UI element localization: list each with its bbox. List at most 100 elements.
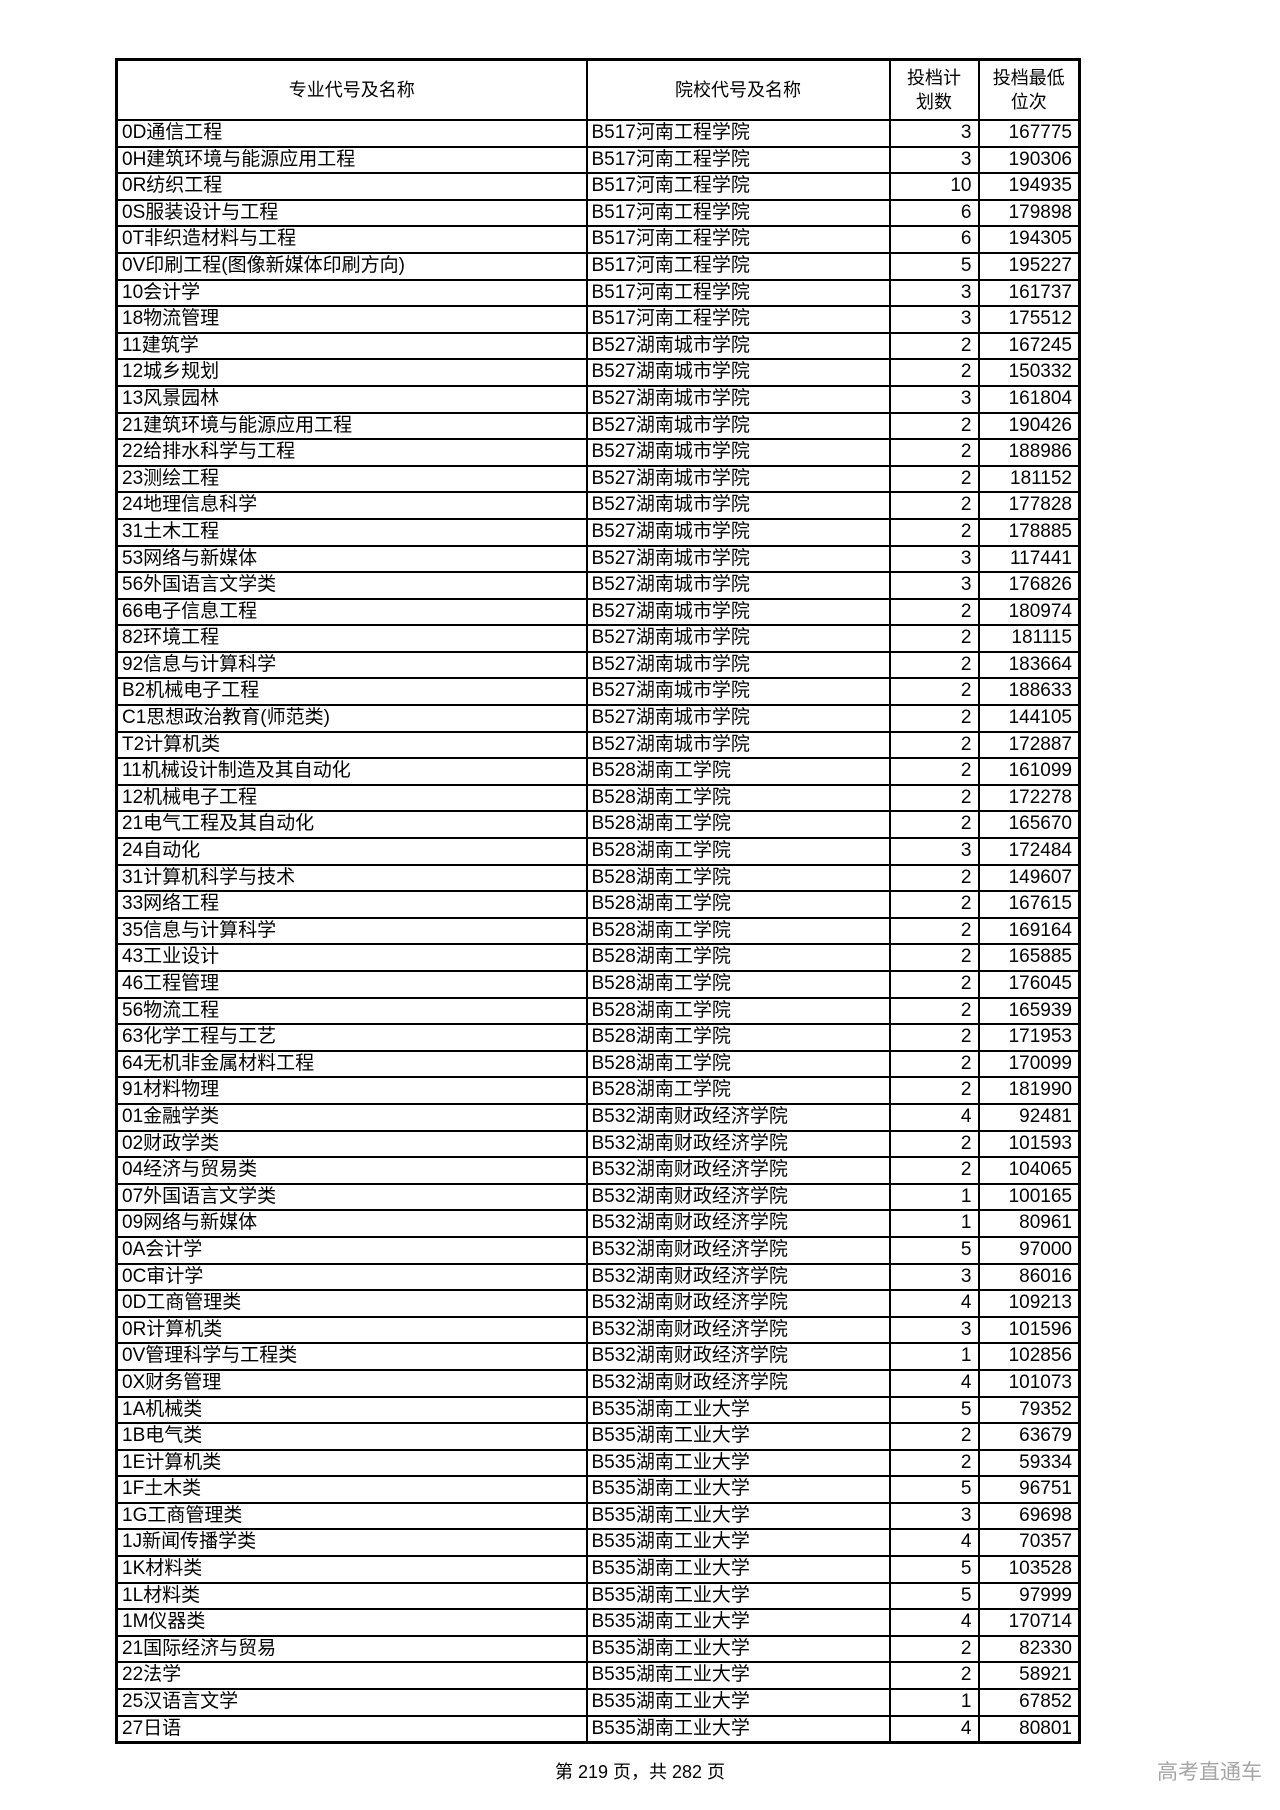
plan-count-cell: 2	[888, 464, 980, 494]
table-row: 01金融学类 B532湖南财政经济学院 4 92481	[115, 1102, 1081, 1132]
min-rank-cell: 183664	[977, 650, 1081, 680]
college-cell: B527湖南城市学院	[585, 517, 891, 547]
table-row: 66电子信息工程 B527湖南城市学院 2 180974	[115, 597, 1081, 627]
table-row: 27日语 B535湖南工业大学 4 80801	[115, 1714, 1081, 1744]
major-cell: 22给排水科学与工程	[115, 438, 588, 467]
min-rank-cell: 188633	[977, 677, 1081, 707]
plan-count-cell: 2	[888, 411, 980, 441]
college-cell: B535湖南工业大学	[585, 1475, 891, 1504]
major-cell: B2机械电子工程	[115, 677, 588, 707]
major-cell: 27日语	[115, 1714, 588, 1744]
college-cell: B532湖南财政经济学院	[585, 1315, 891, 1345]
college-cell: B528湖南工学院	[585, 996, 891, 1026]
major-cell: T2计算机类	[115, 730, 588, 760]
major-cell: 1G工商管理类	[115, 1501, 588, 1531]
min-rank-cell: 170714	[977, 1608, 1081, 1637]
plan-count-cell: 3	[888, 1501, 980, 1531]
table-row: 23测绘工程 B527湖南城市学院 2 181152	[115, 464, 1081, 494]
table-row: 1L材料类 B535湖南工业大学 5 97999	[115, 1581, 1081, 1611]
min-rank-cell: 63679	[977, 1422, 1081, 1451]
college-cell: B517河南工程学院	[585, 172, 891, 201]
plan-count-cell: 2	[888, 677, 980, 707]
major-cell: 01金融学类	[115, 1102, 588, 1132]
table-row: 12城乡规划 B527湖南城市学院 2 150332	[115, 358, 1081, 387]
plan-count-cell: 2	[888, 358, 980, 387]
plan-count-cell: 1	[888, 1209, 980, 1238]
header-plan-line1: 投档计	[907, 68, 961, 88]
header-major-label: 专业代号及名称	[288, 80, 415, 100]
plan-count-cell: 2	[888, 970, 980, 999]
major-cell: 64无机非金属材料工程	[115, 1049, 588, 1079]
major-cell: 56外国语言文学类	[115, 571, 588, 600]
plan-count-cell: 2	[888, 331, 980, 361]
major-cell: 18物流管理	[115, 305, 588, 334]
table-row: T2计算机类 B527湖南城市学院 2 172887	[115, 730, 1081, 760]
plan-count-cell: 2	[888, 783, 980, 813]
min-rank-cell: 100165	[977, 1182, 1081, 1212]
college-cell: B517河南工程学院	[585, 305, 891, 334]
college-cell: B535湖南工业大学	[585, 1395, 891, 1425]
college-cell: B528湖南工学院	[585, 757, 891, 786]
college-cell: B527湖南城市学院	[585, 650, 891, 680]
plan-count-cell: 3	[888, 384, 980, 414]
plan-count-cell: 3	[888, 837, 980, 866]
major-cell: 0R纺织工程	[115, 172, 588, 201]
header-plan-line2: 划数	[916, 92, 952, 112]
plan-count-cell: 2	[888, 810, 980, 840]
major-cell: 02财政学类	[115, 1129, 588, 1159]
table-row: 09网络与新媒体 B532湖南财政经济学院 1 80961	[115, 1209, 1081, 1238]
min-rank-cell: 101596	[977, 1315, 1081, 1345]
plan-count-cell: 4	[888, 1289, 980, 1318]
table-row: 10会计学 B517河南工程学院 3 161737	[115, 278, 1081, 308]
table-header-row: 专业代号及名称 院校代号及名称 投档计 划数 投档最低 位次	[115, 58, 1081, 121]
table-row: 22给排水科学与工程 B527湖南城市学院 2 188986	[115, 438, 1081, 467]
plan-count-cell: 2	[888, 624, 980, 653]
plan-count-cell: 6	[888, 198, 980, 228]
major-cell: 1J新闻传播学类	[115, 1528, 588, 1558]
plan-count-cell: 2	[888, 491, 980, 520]
plan-count-cell: 5	[888, 1235, 980, 1265]
major-cell: 0A会计学	[115, 1235, 588, 1265]
min-rank-cell: 181115	[977, 624, 1081, 653]
min-rank-cell: 80801	[977, 1714, 1081, 1744]
table-row: 0D工商管理类 B532湖南财政经济学院 4 109213	[115, 1289, 1081, 1318]
college-cell: B528湖南工学院	[585, 970, 891, 999]
major-cell: 63化学工程与工艺	[115, 1023, 588, 1052]
min-rank-cell: 175512	[977, 305, 1081, 334]
plan-count-cell: 2	[888, 1023, 980, 1052]
plan-count-cell: 3	[888, 544, 980, 574]
plan-count-cell: 5	[888, 1475, 980, 1504]
plan-count-cell: 2	[888, 650, 980, 680]
major-cell: 1A机械类	[115, 1395, 588, 1425]
min-rank-cell: 169164	[977, 916, 1081, 946]
college-cell: B535湖南工业大学	[585, 1688, 891, 1717]
plan-count-cell: 2	[888, 704, 980, 733]
table-row: 64无机非金属材料工程 B528湖南工学院 2 170099	[115, 1049, 1081, 1079]
plan-count-cell: 3	[888, 1262, 980, 1292]
college-cell: B527湖南城市学院	[585, 597, 891, 627]
plan-count-cell: 4	[888, 1608, 980, 1637]
major-cell: 25汉语言文学	[115, 1688, 588, 1717]
college-cell: B532湖南财政经济学院	[585, 1262, 891, 1292]
table-row: 0V印刷工程(图像新媒体印刷方向) B517河南工程学院 5 195227	[115, 251, 1081, 281]
college-cell: B528湖南工学院	[585, 837, 891, 866]
major-cell: 1B电气类	[115, 1422, 588, 1451]
college-cell: B517河南工程学院	[585, 145, 891, 175]
plan-count-cell: 2	[888, 1448, 980, 1478]
min-rank-cell: 167775	[977, 119, 1081, 148]
college-cell: B532湖南财政经济学院	[585, 1156, 891, 1185]
college-cell: B527湖南城市学院	[585, 358, 891, 387]
table-row: 1F土木类 B535湖南工业大学 5 96751	[115, 1475, 1081, 1504]
major-cell: 22法学	[115, 1661, 588, 1691]
min-rank-cell: 172484	[977, 837, 1081, 866]
major-cell: 10会计学	[115, 278, 588, 308]
college-cell: B535湖南工业大学	[585, 1714, 891, 1744]
min-rank-cell: 86016	[977, 1262, 1081, 1292]
min-rank-cell: 101073	[977, 1368, 1081, 1398]
page-indicator: 第 219 页，共 282 页	[554, 1762, 726, 1782]
table-row: 18物流管理 B517河南工程学院 3 175512	[115, 305, 1081, 334]
plan-count-cell: 10	[888, 172, 980, 201]
table-row: 0S服装设计与工程 B517河南工程学院 6 179898	[115, 198, 1081, 228]
min-rank-cell: 161737	[977, 278, 1081, 308]
college-cell: B528湖南工学院	[585, 863, 891, 893]
